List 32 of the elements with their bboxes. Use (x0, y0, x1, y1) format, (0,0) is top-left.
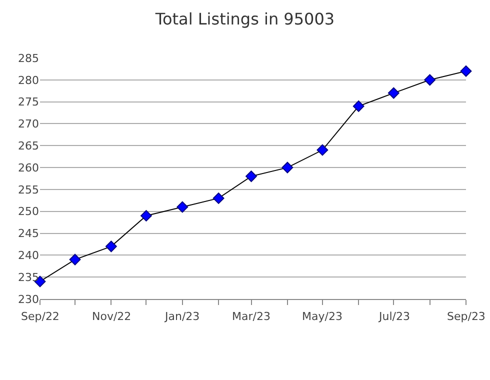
x-tick-label: Sep/23 (447, 310, 486, 323)
point (316, 144, 328, 156)
x-tick-label: Mar/23 (232, 310, 270, 323)
y-tick-label: 245 (18, 227, 39, 240)
y-tick-label: 240 (18, 249, 39, 262)
point (282, 162, 294, 174)
point (424, 74, 436, 86)
y-tick-label: 280 (18, 74, 39, 87)
y-tick-label: 275 (18, 96, 39, 109)
point (176, 201, 188, 213)
point (246, 170, 257, 182)
point (212, 192, 224, 204)
y-tick-label: 270 (18, 118, 39, 131)
y-tick-label: 230 (18, 292, 39, 306)
y-tick-label: 285 (18, 52, 39, 65)
x-tick-label: May/23 (302, 310, 342, 323)
y-tick-label: 265 (18, 139, 39, 152)
point (69, 254, 81, 266)
y-tick-label: 255 (18, 183, 39, 196)
point (352, 100, 364, 112)
x-tick-label: Nov/22 (92, 310, 132, 323)
point (140, 210, 152, 222)
point (105, 240, 117, 252)
point (388, 87, 400, 99)
chart-title: Total Listings in 95003 (154, 10, 335, 28)
y-tick-label: 260 (18, 161, 39, 174)
x-tick-label: Jul/23 (378, 310, 410, 323)
y-tick-label: 250 (18, 205, 39, 218)
point (460, 65, 472, 77)
y-tick-label: 235 (18, 270, 39, 284)
x-tick-label: Jan/23 (164, 310, 200, 323)
x-tick-label: Sep/22 (21, 310, 60, 323)
